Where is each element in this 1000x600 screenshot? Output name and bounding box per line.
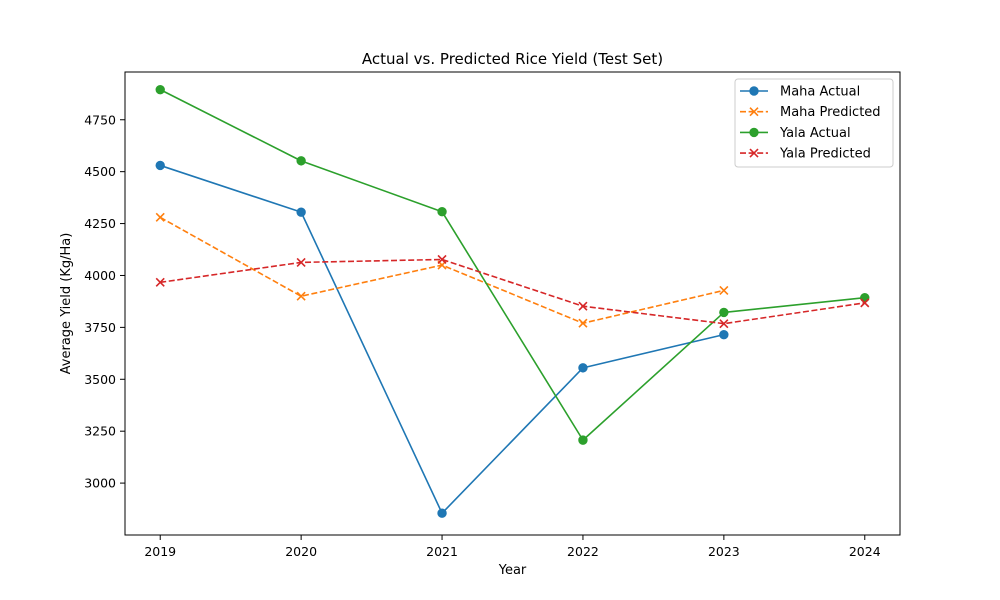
- legend-swatch-marker: [749, 127, 759, 138]
- legend-swatch-marker: [749, 107, 759, 117]
- data-point-maha-predicted: [719, 285, 729, 295]
- legend-swatch-marker: [749, 148, 759, 158]
- y-tick-label: 3000: [84, 476, 116, 491]
- series-yala-predicted: [155, 254, 870, 329]
- data-point-maha-actual: [437, 508, 447, 518]
- y-tick-label: 4750: [84, 112, 116, 127]
- legend: Maha Actual Maha Predicted Yala Actual Yala…: [734, 78, 894, 168]
- data-point-yala-actual: [719, 307, 729, 318]
- series-maha-actual: [155, 160, 729, 518]
- data-point-yala-predicted: [860, 298, 870, 308]
- y-tick-label: 4250: [84, 216, 116, 231]
- legend-swatch-marker: [749, 86, 759, 96]
- y-tick-label: 3500: [84, 372, 116, 387]
- legend-label: Yala Predicted: [779, 147, 871, 162]
- data-point-yala-predicted: [296, 257, 306, 267]
- data-point-maha-actual: [296, 207, 306, 217]
- data-point-yala-predicted: [155, 277, 165, 287]
- x-tick-label: 2021: [426, 544, 458, 559]
- y-tick-label: 4500: [84, 164, 116, 179]
- x-tick-label: 2020: [285, 544, 317, 559]
- data-point-yala-actual: [296, 156, 306, 166]
- data-point-maha-predicted: [155, 212, 165, 222]
- series-line-yala-predicted: [160, 258, 865, 325]
- data-point-maha-predicted: [578, 318, 588, 328]
- y-axis-label: Average Yield (Kg/Ha): [59, 233, 74, 375]
- data-point-yala-actual: [155, 84, 165, 95]
- data-point-maha-predicted: [296, 291, 306, 301]
- x-axis-label: Year: [498, 563, 527, 578]
- legend-entry-maha-actual: Maha Actual: [740, 85, 860, 100]
- y-axis-ticks: 3000 3250 3500 3750 4000 4250 4500 4750: [84, 112, 125, 491]
- x-tick-label: 2022: [567, 544, 599, 559]
- legend-label: Maha Predicted: [780, 105, 881, 120]
- data-point-yala-actual: [437, 207, 447, 217]
- y-tick-label: 3750: [84, 320, 116, 335]
- data-point-yala-actual: [578, 435, 588, 445]
- legend-frame: [734, 78, 894, 168]
- legend-entry-yala-actual: Yala Actual: [740, 126, 851, 141]
- data-point-maha-actual: [155, 160, 165, 171]
- legend-entry-maha-predicted: Maha Predicted: [740, 105, 881, 120]
- x-tick-label: 2024: [849, 544, 881, 559]
- plot-area: 2019 2020 2021 2022 2023 2024 3000 3250 3500 375…: [84, 71, 901, 559]
- data-point-maha-actual: [719, 329, 729, 340]
- series-line-maha-predicted: [159, 216, 725, 325]
- data-point-yala-predicted: [578, 301, 588, 311]
- legend-entry-yala-predicted: Yala Predicted: [740, 147, 871, 162]
- data-point-yala-predicted: [437, 254, 447, 265]
- x-tick-label: 2023: [708, 544, 740, 559]
- data-point-maha-actual: [578, 363, 588, 373]
- x-tick-label: 2019: [144, 544, 176, 559]
- y-tick-label: 3250: [84, 424, 116, 439]
- x-axis-ticks: 2019 2020 2021 2022 2023 2024: [144, 535, 881, 559]
- plot-frame: [124, 71, 901, 536]
- series-layer: [155, 84, 870, 518]
- legend-label: Yala Actual: [779, 126, 851, 141]
- series-line-maha-actual: [159, 164, 725, 515]
- data-point-yala-predicted: [719, 319, 729, 329]
- legend-label: Maha Actual: [780, 85, 860, 100]
- series-line-yala-actual: [159, 88, 865, 441]
- y-tick-label: 4000: [84, 268, 116, 283]
- chart-title: Actual vs. Predicted Rice Yield (Test Se…: [362, 50, 663, 68]
